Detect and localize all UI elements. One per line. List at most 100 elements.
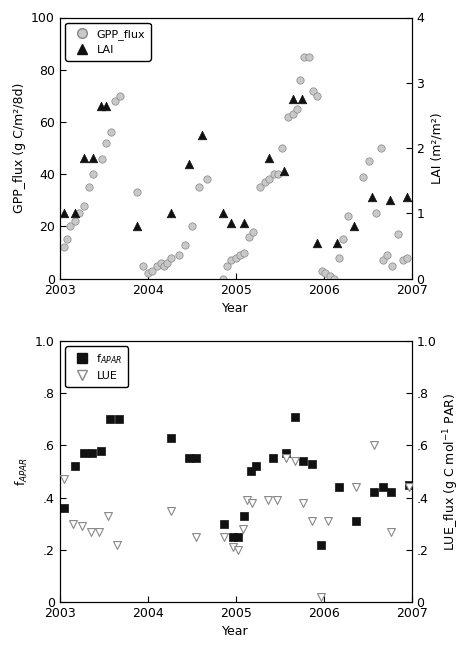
Point bbox=[270, 169, 277, 180]
Point bbox=[405, 479, 413, 490]
Point bbox=[97, 445, 105, 456]
Point bbox=[318, 266, 326, 276]
Point bbox=[175, 250, 182, 260]
Point bbox=[269, 453, 276, 464]
Text: (b): (b) bbox=[65, 349, 85, 363]
Point bbox=[239, 524, 246, 534]
Point bbox=[60, 242, 68, 253]
Point bbox=[115, 414, 122, 424]
Point bbox=[389, 260, 396, 271]
Point bbox=[241, 218, 248, 229]
Point bbox=[220, 532, 228, 542]
Point bbox=[388, 527, 395, 537]
Point bbox=[90, 153, 97, 163]
Point bbox=[60, 474, 68, 484]
Point bbox=[192, 453, 200, 464]
Point bbox=[60, 208, 68, 219]
Point bbox=[102, 100, 110, 111]
Point bbox=[71, 208, 79, 219]
Point bbox=[298, 94, 305, 104]
Point bbox=[345, 211, 352, 221]
Legend: GPP_flux, LAI: GPP_flux, LAI bbox=[65, 23, 151, 61]
Point bbox=[370, 440, 378, 450]
Point bbox=[370, 487, 378, 497]
Point bbox=[339, 234, 347, 245]
Point bbox=[97, 100, 105, 111]
Point bbox=[289, 94, 297, 104]
Point bbox=[300, 497, 307, 508]
X-axis label: Year: Year bbox=[222, 626, 249, 639]
Point bbox=[185, 453, 193, 464]
Point bbox=[235, 545, 242, 555]
Y-axis label: GPP_flux (g C/m²/8d): GPP_flux (g C/m²/8d) bbox=[12, 83, 26, 214]
Point bbox=[98, 154, 106, 164]
Point bbox=[219, 273, 226, 284]
Point bbox=[289, 109, 297, 119]
Point bbox=[157, 258, 165, 268]
Point bbox=[63, 234, 71, 245]
Point bbox=[237, 250, 244, 260]
Point bbox=[223, 260, 231, 271]
Point bbox=[301, 51, 308, 62]
Point bbox=[168, 253, 175, 263]
Point bbox=[279, 143, 286, 153]
Point bbox=[324, 516, 332, 526]
Point bbox=[300, 456, 307, 466]
Point bbox=[380, 255, 387, 266]
Point bbox=[60, 503, 68, 513]
Point bbox=[66, 221, 74, 232]
Y-axis label: LAI (m²/m²): LAI (m²/m²) bbox=[430, 112, 443, 184]
Point bbox=[153, 260, 160, 271]
Point bbox=[285, 111, 292, 122]
Point bbox=[228, 218, 235, 229]
Point bbox=[305, 51, 312, 62]
Point bbox=[352, 482, 360, 492]
Point bbox=[330, 273, 338, 284]
Point bbox=[249, 227, 257, 237]
Point bbox=[113, 540, 121, 550]
Point bbox=[164, 258, 171, 268]
Point bbox=[87, 527, 94, 537]
Point bbox=[192, 532, 200, 542]
Point bbox=[232, 253, 239, 263]
Point bbox=[265, 153, 273, 163]
Point bbox=[80, 448, 87, 458]
Point bbox=[181, 240, 189, 250]
Point bbox=[335, 482, 342, 492]
Point bbox=[241, 247, 248, 258]
Point bbox=[219, 208, 226, 219]
Point bbox=[310, 85, 317, 96]
Point bbox=[195, 182, 202, 193]
Point bbox=[322, 268, 329, 279]
Point bbox=[386, 195, 393, 206]
Point bbox=[317, 540, 325, 550]
Point bbox=[71, 461, 79, 471]
Point bbox=[241, 510, 248, 521]
Point bbox=[80, 153, 87, 163]
Point bbox=[133, 187, 141, 198]
Point bbox=[247, 466, 255, 477]
Point bbox=[104, 510, 112, 521]
Point bbox=[133, 221, 141, 232]
Point bbox=[185, 159, 193, 170]
Point bbox=[291, 456, 299, 466]
Point bbox=[352, 516, 360, 526]
Point bbox=[69, 519, 77, 529]
Point bbox=[248, 497, 255, 508]
Point bbox=[106, 414, 114, 424]
Point bbox=[314, 238, 321, 248]
Point bbox=[274, 169, 282, 180]
Point bbox=[333, 238, 341, 248]
Point bbox=[71, 216, 79, 227]
Point bbox=[377, 143, 384, 153]
Point bbox=[245, 232, 253, 242]
Point bbox=[261, 177, 268, 187]
Point bbox=[293, 104, 301, 114]
Point bbox=[309, 458, 316, 469]
Point bbox=[314, 90, 321, 101]
Point bbox=[282, 448, 290, 458]
Point bbox=[403, 192, 411, 202]
Point bbox=[379, 482, 386, 492]
Point bbox=[148, 266, 156, 276]
Point bbox=[199, 130, 206, 140]
